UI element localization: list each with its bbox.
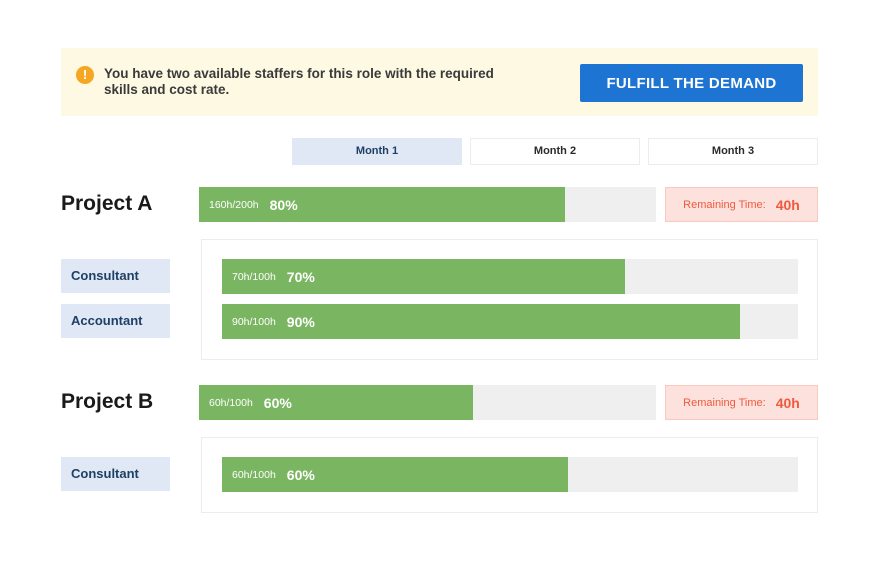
project-a-remaining-badge: Remaining Time: 40h <box>665 187 818 222</box>
project-title-a: Project A <box>61 192 153 215</box>
project-b-remaining-badge: Remaining Time: 40h <box>665 385 818 420</box>
role-progress-bar: 90h/100h 90% <box>222 304 798 339</box>
project-a-progress-bar: 160h/200h 80% <box>199 187 656 222</box>
fulfill-demand-button[interactable]: FULFILL THE DEMAND <box>580 64 803 102</box>
project-b-progress-label: 60h/100h 60% <box>209 385 292 420</box>
role-progress-bar: 60h/100h 60% <box>222 457 798 492</box>
project-b-progress-bar: 60h/100h 60% <box>199 385 656 420</box>
remaining-time-label: Remaining Time: <box>683 396 766 409</box>
role-progress-fill <box>222 259 626 294</box>
warning-icon: ! <box>76 66 94 84</box>
project-b-hours: 60h/100h <box>209 396 253 409</box>
project-b-progress-fill <box>199 385 474 420</box>
role-progress-fill <box>222 457 568 492</box>
role-progress-bar: 70h/100h 70% <box>222 259 798 294</box>
remaining-time-value: 40h <box>775 196 800 213</box>
role-chip-accountant: Accountant <box>61 304 170 338</box>
project-b-percent: 60% <box>263 394 292 411</box>
role-progress-label: 70h/100h 70% <box>232 259 315 294</box>
role-percent: 70% <box>286 268 315 285</box>
role-chip-consultant: Consultant <box>61 259 170 293</box>
role-chip-consultant: Consultant <box>61 457 170 491</box>
remaining-time-label: Remaining Time: <box>683 198 766 211</box>
role-progress-label: 90h/100h 90% <box>232 304 315 339</box>
project-a-progress-fill <box>199 187 565 222</box>
tab-month-2[interactable]: Month 2 <box>470 138 640 165</box>
project-a-roles-panel <box>201 239 818 360</box>
project-a-progress-label: 160h/200h 80% <box>209 187 298 222</box>
role-progress-fill <box>222 304 741 339</box>
remaining-time-value: 40h <box>775 394 800 411</box>
role-percent: 60% <box>286 466 315 483</box>
project-a-percent: 80% <box>269 196 298 213</box>
role-hours: 60h/100h <box>232 468 276 481</box>
alert-message: You have two available staffers for this… <box>104 66 494 97</box>
alert-banner: ! You have two available staffers for th… <box>61 48 818 116</box>
role-progress-label: 60h/100h 60% <box>232 457 315 492</box>
role-hours: 70h/100h <box>232 270 276 283</box>
role-percent: 90% <box>286 313 315 330</box>
project-a-hours: 160h/200h <box>209 198 259 211</box>
project-title-b: Project B <box>61 390 154 413</box>
role-hours: 90h/100h <box>232 315 276 328</box>
tab-month-3[interactable]: Month 3 <box>648 138 818 165</box>
tab-month-1[interactable]: Month 1 <box>292 138 462 165</box>
